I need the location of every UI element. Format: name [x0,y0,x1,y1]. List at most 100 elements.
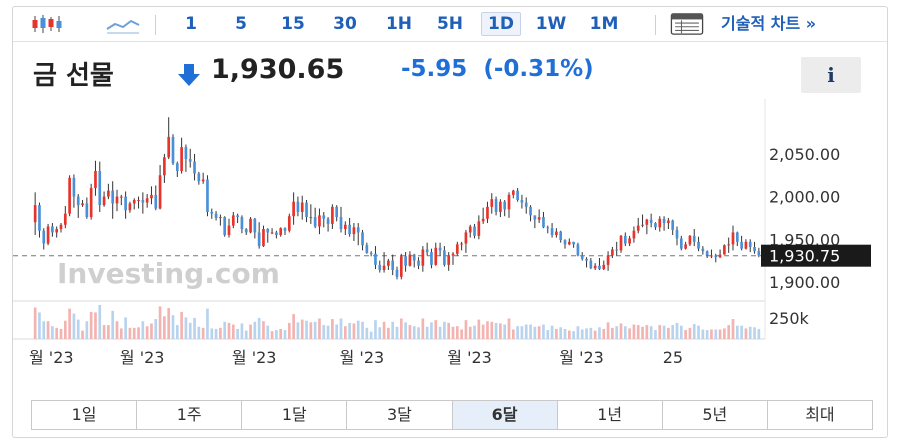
volume-bar [188,322,192,339]
candle-body [580,255,584,259]
candle-body [438,247,442,251]
candle-body [339,217,343,230]
volume-bar [757,328,761,339]
timeframe-15[interactable]: 15 [281,14,305,34]
candle-body [748,241,752,247]
timeframe-1[interactable]: 1 [185,14,197,34]
candle-body [180,147,183,171]
timeframe-1w[interactable]: 1W [535,14,567,34]
volume-bar [606,322,610,339]
volume-bar [378,327,382,339]
range-button[interactable]: 3달 [347,401,453,429]
candle-body [387,260,390,266]
timeframe-5h[interactable]: 5H [436,14,464,34]
volume-bar [119,328,123,339]
volume-bar [270,331,274,339]
range-button[interactable]: 최대 [805,405,835,424]
candle-body [654,223,657,228]
volume-bar [714,329,718,339]
candle-body [395,269,399,277]
price-change: -5.95 (-0.31%) [401,56,594,82]
table-icon[interactable] [669,13,705,35]
range-button[interactable]: 1주 [137,401,243,429]
volume-bar [593,330,597,339]
candle-body [72,177,76,197]
volume-bar [684,330,687,339]
volume-bar [266,325,270,339]
area-chart-icon[interactable] [105,13,141,35]
candle-body [460,243,463,245]
volume-bar [563,328,567,339]
candle-body [51,226,54,233]
candle-body [671,220,675,230]
candle-body [563,240,567,245]
volume-bar [42,321,46,339]
candle-body [649,219,653,224]
timeframe-30[interactable]: 30 [333,14,357,34]
candlestick-icon[interactable] [29,13,63,35]
info-button[interactable]: i [801,57,861,93]
volume-bar [115,321,119,339]
volume-bar [137,327,140,339]
candle-body [662,218,666,224]
candle-body [524,202,528,207]
volume-bar [313,321,317,339]
candle-body [214,213,218,218]
technical-chart-link[interactable]: 기술적 차트 » [721,14,817,33]
volume-bar [533,326,537,339]
range-button[interactable]: 1일 [32,401,138,429]
range-button[interactable]: 1년 [558,401,663,429]
volume-bar [499,323,502,339]
volume-bar [193,317,196,339]
candle-body [59,224,63,230]
candle-body [201,179,205,182]
candle-body [206,179,209,212]
candle-body [141,200,145,203]
candle-body [434,247,438,265]
volume-bar [731,319,735,339]
volume-bar [567,330,571,339]
candle-body [331,206,334,224]
candle-body [257,232,261,247]
volume-bar [399,318,403,339]
timeframe-1d[interactable]: 1D [481,12,521,36]
range-button[interactable]: 5년 [663,401,768,429]
volume-bar [296,322,300,339]
candle-body [417,260,420,266]
volume-bar [615,326,619,339]
volume-bar [309,322,313,339]
instrument-name: 금 선물 [33,61,114,91]
candle-body [477,221,481,236]
candle-body [210,211,214,214]
volume-bar [408,325,412,339]
timeframe-5[interactable]: 5 [235,14,247,34]
down-arrow-icon [178,64,200,86]
volume-bar [33,307,37,339]
candle-body [227,225,231,235]
candle-body [520,200,524,203]
timeframe-1m[interactable]: 1M [589,14,619,34]
x-tick-label: 25 [663,348,683,367]
toolbar-separator [155,15,156,35]
candle-body [236,215,239,218]
volume-bar [667,327,670,339]
volume-bar [63,320,67,339]
volume-bar [546,330,550,339]
timeframe-1h[interactable]: 1H [385,14,413,34]
candle-body [623,235,627,244]
volume-bar [434,320,438,339]
range-button[interactable]: 6달 [452,401,558,429]
candle-body [421,249,425,266]
candle-body [404,256,407,266]
range-button[interactable]: 1달 [242,401,348,429]
last-price: 1,930.65 [211,54,345,85]
volume-bar [658,325,662,339]
candle-body [111,190,115,204]
candle-body [219,217,222,219]
candle-body [184,147,188,160]
candle-body [378,264,382,270]
candle-body [115,196,119,204]
candle-body [468,226,472,233]
candle-body [300,202,304,212]
candle-body [231,215,235,226]
